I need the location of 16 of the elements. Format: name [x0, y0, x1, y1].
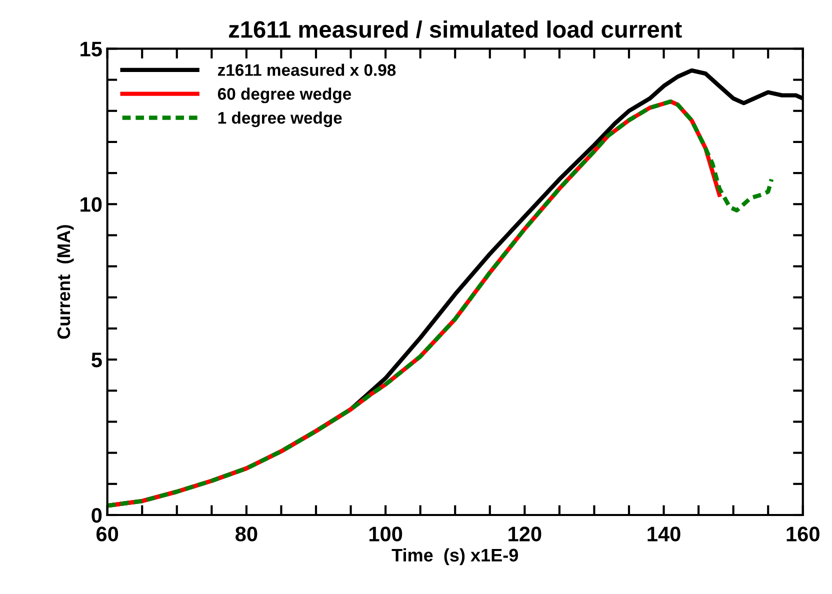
y-tick-label: 10	[80, 197, 102, 212]
legend-label: 1 degree wedge	[218, 112, 342, 128]
x-tick-label: 100	[369, 526, 402, 542]
x-tick-label: 160	[786, 526, 820, 542]
legend-label: z1611 measured x 0.98	[218, 64, 396, 76]
y-tick-label: 15	[80, 42, 102, 56]
y-tick-label: 5	[92, 352, 102, 368]
y-axis-title: Current (MA)	[56, 225, 74, 339]
x-tick-label: 120	[508, 526, 542, 542]
x-tick-label: 60	[96, 526, 118, 542]
x-tick-label: 140	[648, 526, 680, 542]
chart-title: z1611 measured / simulated load current	[229, 20, 682, 38]
x-tick-label: 80	[236, 526, 258, 542]
x-axis-title: Time (s) x1E-9	[392, 548, 518, 566]
legend-label: 60 degree wedge	[218, 88, 352, 104]
y-tick-label: 0	[92, 508, 102, 523]
